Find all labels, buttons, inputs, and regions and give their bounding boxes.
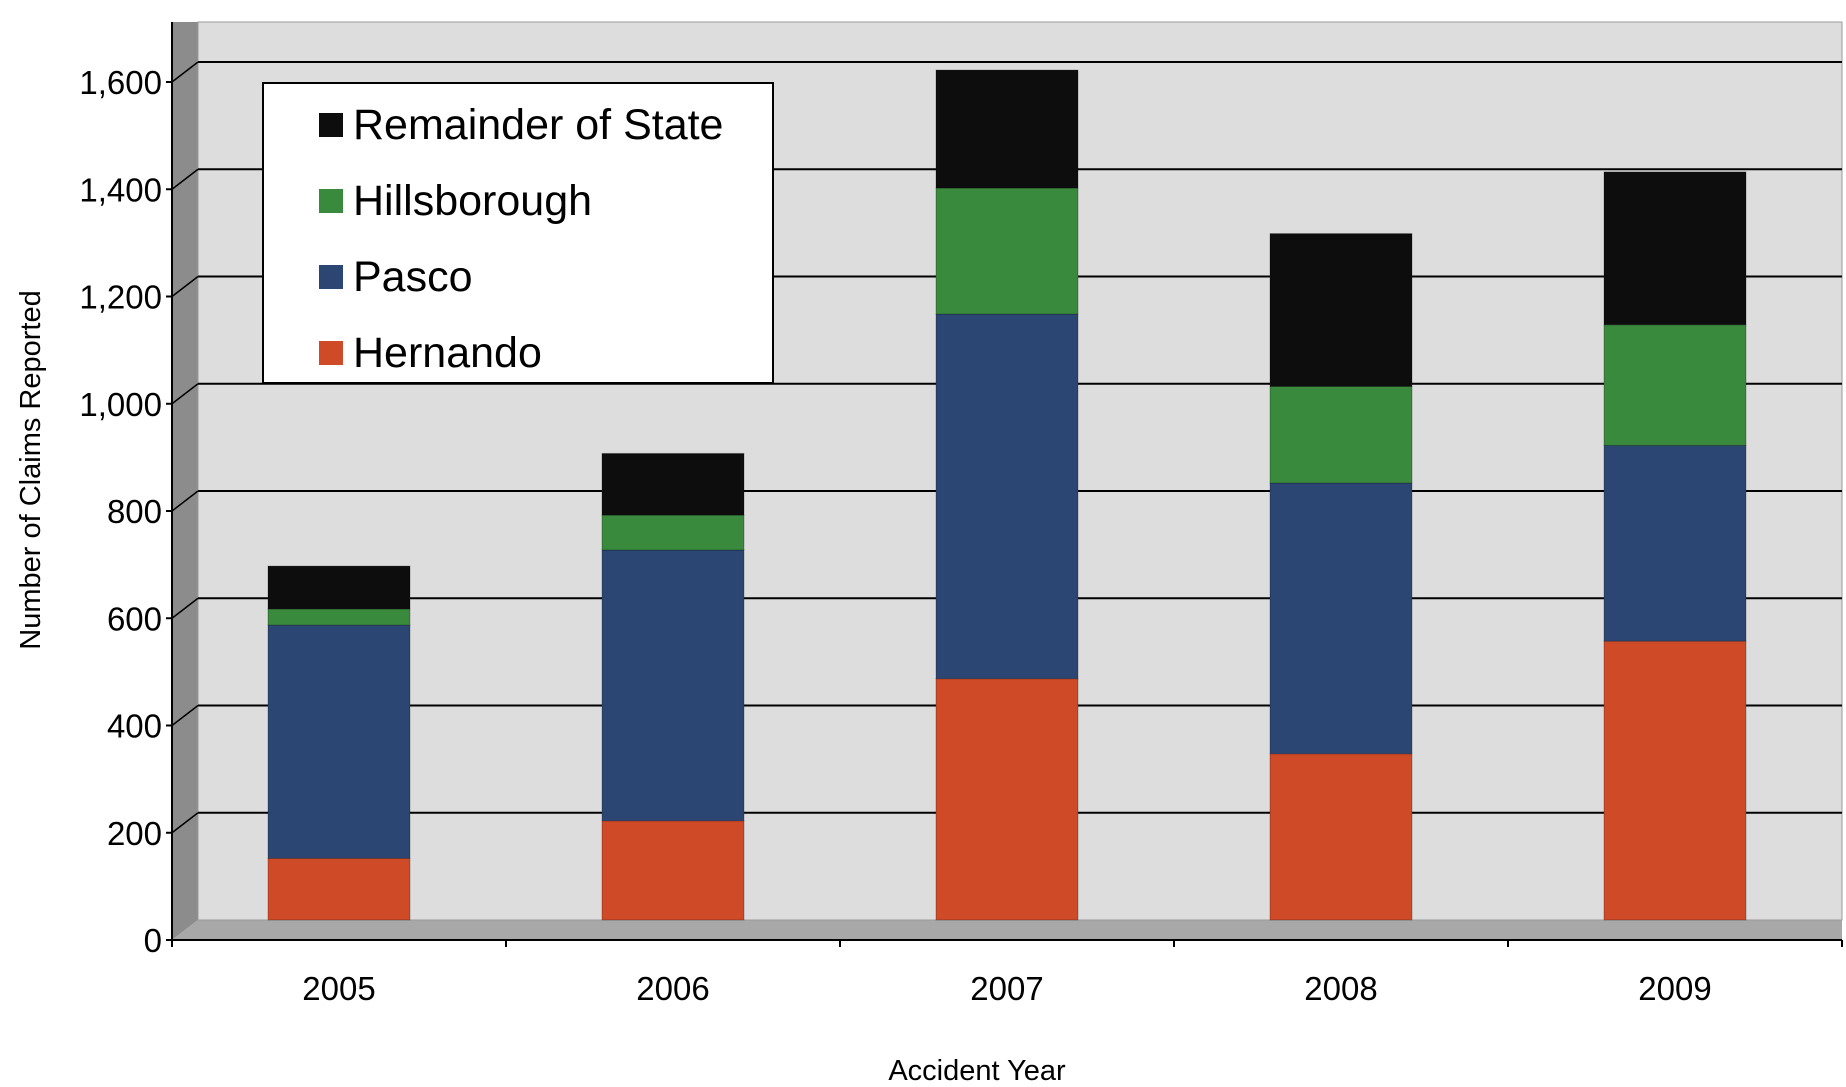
gridline-bevel: [171, 383, 199, 405]
plot-side-wall: [172, 22, 198, 940]
legend-item-remainder-of-state: Remainder of State: [319, 100, 723, 150]
legend-swatch: [319, 341, 343, 365]
legend-item-pasco: Pasco: [319, 252, 473, 302]
y-tick-label: 800: [107, 493, 162, 530]
y-tick-label: 0: [144, 922, 162, 959]
gridline-bevel: [171, 61, 199, 83]
bar-segment-hernando-2005: [267, 857, 411, 921]
bar-segment-pasco-2005: [267, 624, 411, 859]
bar-segment-hernando-2007: [935, 678, 1079, 921]
axes: [171, 22, 1842, 941]
bar-segment-hillsborough-2009: [1603, 324, 1747, 446]
gridline-bevel: [171, 490, 199, 512]
y-tick-labels: 0 200 400 600 800 1,000 1,200 1,400 1,600: [79, 64, 172, 959]
legend-item-hillsborough: Hillsborough: [319, 176, 592, 226]
bar-segment-pasco-2008: [1269, 482, 1413, 755]
gridline-bevel: [171, 168, 199, 190]
x-tick-labels: 2005 2006 2007 2008 2009: [171, 940, 1843, 1007]
bar-segment-pasco-2006: [601, 549, 745, 822]
bar-segment-pasco-2007: [935, 313, 1079, 680]
gridline-bevel: [171, 275, 199, 298]
legend: Remainder of State Hillsborough Pasco Herna…: [262, 82, 774, 384]
x-tick-label: 2006: [636, 970, 709, 1007]
y-tick-label: 400: [107, 708, 162, 745]
bar-segment-hillsborough-2005: [267, 608, 411, 626]
gridline-bevel: [171, 597, 199, 619]
legend-swatch: [319, 189, 343, 213]
x-tick-label: 2007: [970, 970, 1043, 1007]
bar-segment-hillsborough-2008: [1269, 385, 1413, 484]
y-axis-title: Number of Claims Reported: [15, 290, 47, 649]
bar-segment-hillsborough-2006: [601, 514, 745, 551]
legend-label: Hillsborough: [353, 176, 593, 225]
bar-segment-remainder-of-state-2005: [267, 565, 411, 610]
bars: [267, 69, 1747, 921]
bar-segment-remainder-of-state-2008: [1269, 233, 1413, 387]
x-tick-label: 2008: [1304, 970, 1377, 1007]
gridline-bevel: [171, 704, 199, 727]
legend-label: Pasco: [353, 252, 473, 301]
bar-segment-pasco-2009: [1603, 444, 1747, 642]
x-axis-title: Accident Year: [888, 1055, 1066, 1087]
plot-floor: [172, 920, 1842, 940]
x-tick-label: 2005: [302, 970, 375, 1007]
legend-label: Hernando: [353, 328, 542, 377]
legend-swatch: [319, 265, 343, 289]
y-tick-label: 1,000: [79, 386, 162, 423]
bar-segment-hernando-2006: [601, 820, 745, 921]
legend-item-hernando: Hernando: [319, 328, 542, 378]
y-tick-label: 600: [107, 600, 162, 637]
legend-swatch: [319, 113, 343, 137]
y-tick-label: 1,600: [79, 64, 162, 101]
y-tick-label: 1,400: [79, 171, 162, 208]
y-tick-label: 200: [107, 815, 162, 852]
legend-label: Remainder of State: [353, 100, 724, 149]
gridline-bevel: [171, 812, 199, 834]
bar-segment-remainder-of-state-2006: [601, 452, 745, 516]
x-tick-label: 2009: [1638, 970, 1711, 1007]
bar-segment-remainder-of-state-2009: [1603, 171, 1747, 326]
y-tick-label: 1,200: [79, 279, 162, 316]
bar-segment-hillsborough-2007: [935, 187, 1079, 315]
bar-segment-hernando-2008: [1269, 753, 1413, 921]
bar-segment-remainder-of-state-2007: [935, 69, 1079, 189]
bar-segment-hernando-2009: [1603, 640, 1747, 921]
